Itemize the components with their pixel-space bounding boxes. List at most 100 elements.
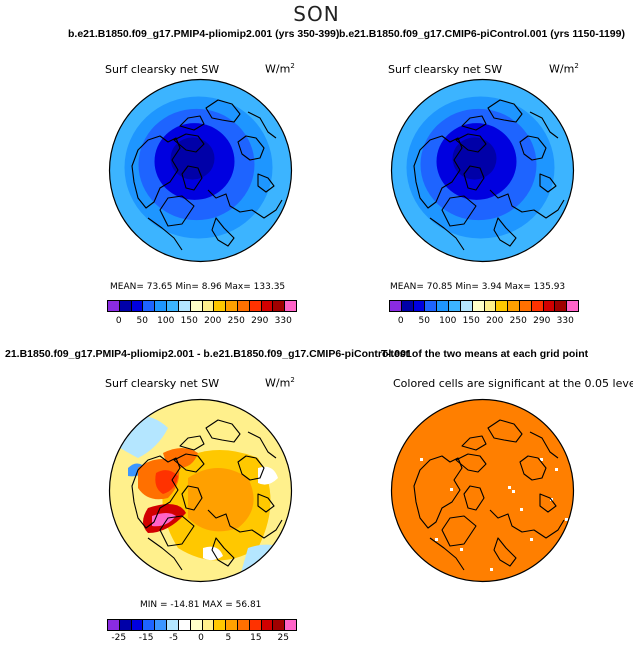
coastline (207, 189, 283, 219)
nonsignificant-cell (508, 486, 511, 489)
colorbar-tick-label: 290 (533, 316, 551, 326)
coastline (237, 135, 265, 161)
colorbar-swatch (143, 620, 156, 630)
coastline (211, 217, 235, 247)
colorbar-swatch (155, 620, 168, 630)
panel-picontrol-title: Surf clearsky net SW (388, 63, 503, 76)
panel-pmip-map (108, 78, 293, 263)
nonsignificant-cell (540, 458, 543, 461)
colorbar-tick-label: 0 (115, 316, 122, 326)
colorbar-swatch (496, 301, 509, 311)
coastline (247, 111, 277, 139)
panel-pmip-colorbar-labels: 0 50 100 150 200 250 290 330 (107, 316, 295, 327)
colorbar-swatch (108, 620, 120, 630)
panel-pmip-units: W/m2 (265, 62, 295, 76)
coastline (159, 515, 195, 547)
colorbar-swatch (401, 301, 414, 311)
coastline (247, 431, 277, 459)
colorbar-tick-label: 50 (418, 316, 430, 326)
map-border (108, 78, 293, 263)
figure-season-title: SON (293, 2, 340, 26)
colorbar-swatch (531, 301, 544, 311)
panel-pmip-title: Surf clearsky net SW (105, 63, 220, 76)
coastline (463, 165, 485, 191)
colorbar-swatch (226, 301, 238, 311)
colorbar-swatch (226, 620, 238, 630)
coastline (205, 419, 241, 443)
panel-ttest-header: T-test of the two means at each grid poi… (381, 348, 589, 360)
coastline (413, 135, 463, 209)
colorbar-swatch (261, 620, 274, 630)
coastline (441, 195, 477, 227)
colorbar-tick-label: -15 (138, 633, 154, 643)
panel-picontrol-units: W/m2 (549, 62, 579, 76)
coastline (413, 455, 463, 529)
colorbar-swatch (167, 301, 179, 311)
coastline (493, 537, 517, 567)
colorbar-tick-label: 150 (462, 316, 480, 326)
panel-diff-header: 21.B1850.f09_g17.PMIP4-pliomip2.001 - b.… (5, 348, 412, 360)
colorbar-tick-label: 200 (486, 316, 504, 326)
colorbar-swatch (519, 301, 532, 311)
colorbar-swatch (555, 301, 568, 311)
nonsignificant-cell (555, 468, 558, 471)
panel-diff-units: W/m2 (265, 376, 295, 390)
nonsignificant-cell (512, 490, 515, 493)
colorbar-swatch (190, 620, 203, 630)
colorbar-tick-label: 200 (204, 316, 222, 326)
colorbar-swatch (178, 301, 191, 311)
coastline (493, 217, 517, 247)
panel-pmip-colorbar (107, 300, 297, 312)
coastline (147, 217, 183, 251)
colorbar-tick-label: 290 (251, 316, 269, 326)
colorbar-tick-label: 100 (439, 316, 457, 326)
map-contour-band (152, 513, 176, 527)
map-border (390, 78, 575, 263)
coastline (461, 435, 487, 451)
panel-diff-colorbar (107, 619, 297, 631)
colorbar-swatch (190, 301, 203, 311)
colorbar-swatch (567, 301, 578, 311)
colorbar-swatch (178, 620, 191, 630)
colorbar-swatch (131, 301, 144, 311)
map-contour-band (203, 546, 223, 561)
nonsignificant-cell (450, 488, 453, 491)
coastline (519, 135, 547, 161)
coastline (441, 515, 477, 547)
colorbar-swatch (484, 301, 497, 311)
coastline (539, 173, 557, 193)
panel-picontrol-colorbar-labels: 0 50 100 150 200 250 290 330 (389, 316, 577, 327)
map-border (108, 398, 293, 583)
panel-diff-title: Surf clearsky net SW (105, 377, 220, 390)
colorbar-tick-label: 25 (277, 633, 289, 643)
colorbar-swatch (237, 301, 250, 311)
colorbar-swatch (202, 620, 215, 630)
colorbar-swatch (249, 620, 262, 630)
colorbar-swatch (273, 301, 286, 311)
panel-diff-colorbar-labels: -25 -15 -5 0 5 15 25 (107, 633, 295, 644)
colorbar-swatch (249, 301, 262, 311)
map-border (390, 398, 575, 583)
colorbar-tick-label: 250 (227, 316, 245, 326)
nonsignificant-cell (490, 568, 493, 571)
coastline (237, 455, 265, 481)
colorbar-tick-label: -5 (169, 633, 179, 643)
panel-picontrol-colorbar (389, 300, 579, 312)
colorbar-swatch (167, 620, 179, 630)
colorbar-tick-label: 330 (274, 316, 292, 326)
colorbar-swatch (119, 301, 132, 311)
colorbar-swatch (425, 301, 438, 311)
colorbar-tick-label: -25 (111, 633, 127, 643)
nonsignificant-cell (420, 458, 423, 461)
colorbar-tick-label: 330 (556, 316, 574, 326)
panel-diff-stats: MIN = -14.81 MAX = 56.81 (140, 600, 262, 610)
colorbar-swatch (237, 620, 250, 630)
coastline (179, 115, 205, 131)
colorbar-swatch (460, 301, 473, 311)
coastline (131, 455, 181, 529)
coastline (181, 485, 203, 511)
colorbar-tick-label: 150 (180, 316, 198, 326)
map-contour-band (163, 448, 198, 468)
coastline (487, 419, 523, 443)
colorbar-tick-label: 0 (198, 633, 204, 643)
